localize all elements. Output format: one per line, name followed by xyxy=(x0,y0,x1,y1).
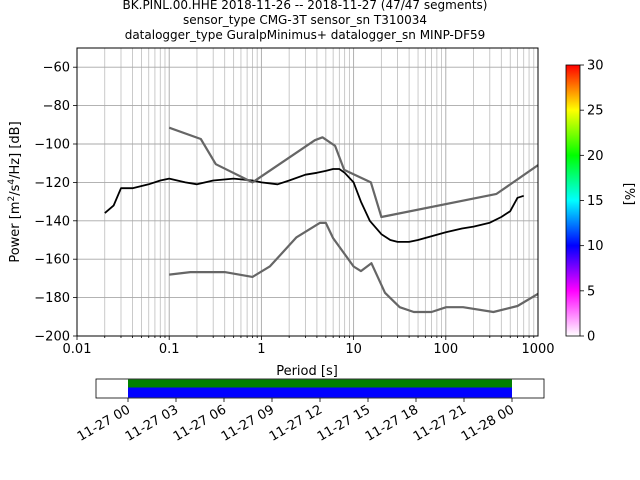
colorbar xyxy=(565,64,581,337)
x-axis-label: Period [s] xyxy=(276,364,338,379)
y-tick-label: −160 xyxy=(34,253,70,268)
x-tick-label: 1000 xyxy=(521,342,554,357)
timeline-tick-label: 11-27 21 xyxy=(411,402,469,444)
x-tick-label: 0.1 xyxy=(159,342,180,357)
timeline-tick-label: 11-27 09 xyxy=(219,402,277,444)
colorbar-tick-label: 5 xyxy=(587,284,595,299)
x-tick-label: 1 xyxy=(257,342,265,357)
colorbar-tick-label: 15 xyxy=(587,194,604,209)
timeline-tick-label: 11-27 18 xyxy=(363,402,421,444)
plot-frame xyxy=(76,47,539,337)
colorbar-tick-label: 20 xyxy=(587,149,604,164)
x-tick-label: 100 xyxy=(433,342,458,357)
colorbar-label: [%] xyxy=(621,183,636,206)
y-tick-label: −200 xyxy=(34,330,70,345)
chart-title-line-2: sensor_type CMG-3T sensor_sn T310034 xyxy=(182,13,428,27)
colorbar-tick-label: 0 xyxy=(587,330,595,345)
grid-layer xyxy=(76,48,539,337)
mean-line xyxy=(104,168,524,243)
y-tick-label: −60 xyxy=(43,61,70,76)
timeline-tick-label: 11-27 00 xyxy=(75,402,133,444)
y-tick-label: −180 xyxy=(34,291,70,306)
axes-layer: 0.01 0.1 1 10 100 1000 −200 −180 −160 −140 −120 −10… xyxy=(34,61,554,357)
timeline-tick-label: 11-27 03 xyxy=(123,402,181,444)
timeline-tick-label: 11-27 06 xyxy=(171,402,229,444)
curves-layer xyxy=(104,126,538,314)
x-tick-label: 10 xyxy=(345,342,362,357)
y-tick-label: −100 xyxy=(34,138,70,153)
colorbar-ticks: 0 5 10 15 20 25 30 xyxy=(580,59,604,345)
colorbar-tick-label: 30 xyxy=(587,59,604,74)
timeline-tick-label: 11-27 12 xyxy=(267,402,325,444)
y-tick-label: −140 xyxy=(34,214,70,229)
timeline-tick-label: 11-27 15 xyxy=(315,402,373,444)
y-tick-label: −80 xyxy=(43,99,70,114)
chart-title-line-1: BK.PINL.00.HHE 2018-11-26 -- 2018-11-27 … xyxy=(122,0,488,12)
colorbar-tick-label: 10 xyxy=(587,239,604,254)
timeline-coverage-blue xyxy=(128,387,512,398)
noise-model-low-line xyxy=(169,221,538,314)
noise-model-high-line xyxy=(168,126,538,219)
colorbar-tick-label: 25 xyxy=(587,104,604,119)
chart-title-line-3: datalogger_type GuralpMinimus+ datalogge… xyxy=(124,28,486,42)
y-tick-label: −120 xyxy=(34,176,70,191)
y-axis-label: Power [m2/s4/Hz] [dB] xyxy=(7,121,23,262)
timeline-tick-label: 11-28 00 xyxy=(459,402,517,444)
x-tick-label: 0.01 xyxy=(63,342,92,357)
timeline-coverage-green xyxy=(128,379,512,388)
